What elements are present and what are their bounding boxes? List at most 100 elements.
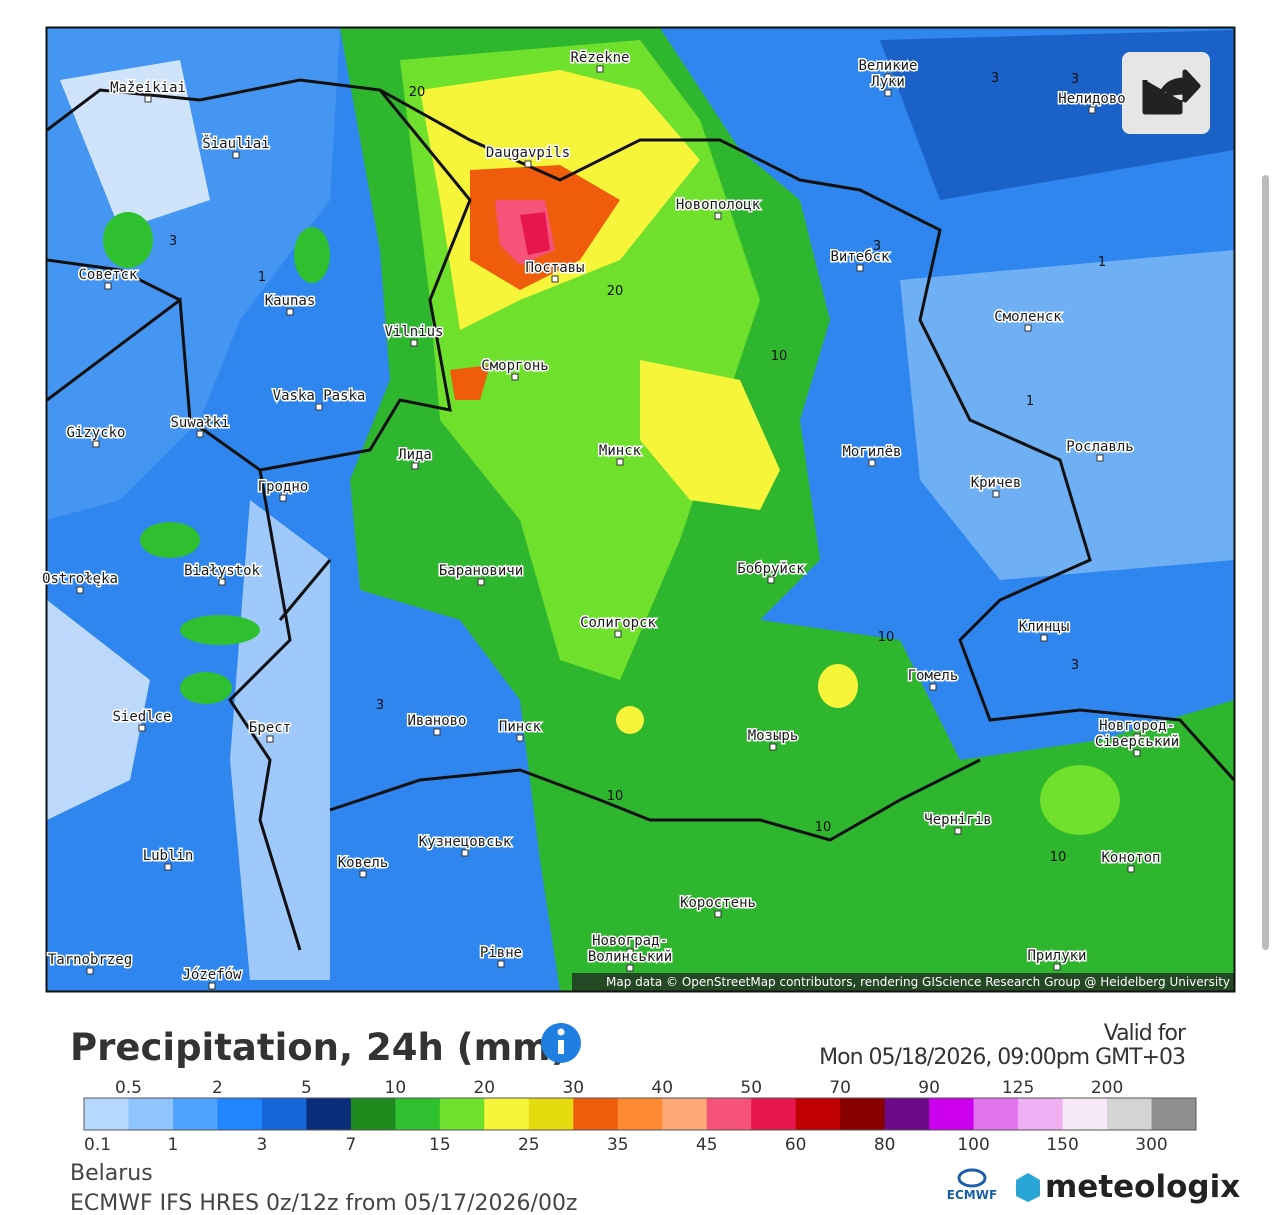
scale-box [128, 1098, 174, 1130]
place-label: Иваново [407, 713, 466, 729]
place-label: Сіверський [1095, 734, 1179, 750]
place-label: Прилуки [1027, 948, 1086, 964]
place-label: Брест [249, 720, 291, 736]
place-marker [524, 160, 532, 168]
place-label: Гродно [258, 479, 309, 495]
scale-label: 0.1 [84, 1135, 111, 1155]
place-label: Волинський [588, 949, 672, 965]
place-label: Daugavpils [486, 145, 570, 161]
place-marker [954, 827, 962, 835]
scale-label: 90 [918, 1078, 940, 1098]
place-marker [868, 459, 876, 467]
place-marker [286, 308, 294, 316]
place-marker [714, 910, 722, 918]
info-button[interactable] [541, 1023, 581, 1063]
contour-label: 1 [1026, 394, 1034, 409]
scale-label: 1 [168, 1135, 179, 1155]
model: ECMWF IFS HRES 0z/12z from 05/17/2026/00… [70, 1191, 577, 1215]
scale-label: 45 [696, 1135, 718, 1155]
place-marker [551, 275, 559, 283]
place-label: Siedlce [112, 709, 171, 725]
place-marker [218, 578, 226, 586]
scale-label: 300 [1135, 1135, 1167, 1155]
place-marker [884, 89, 892, 97]
scale-label: 20 [473, 1078, 495, 1098]
place-marker [992, 490, 1000, 498]
scale-label: 3 [257, 1135, 268, 1155]
contour-label: 10 [878, 630, 895, 645]
scale-box [261, 1098, 307, 1130]
place-marker [359, 870, 367, 878]
place-label: Šiauliai [202, 134, 269, 152]
scale-box [973, 1098, 1019, 1130]
scale-label: 7 [345, 1135, 356, 1155]
scale-label: 200 [1091, 1078, 1123, 1098]
valid-label: Valid for [1104, 1021, 1187, 1046]
place-label: Mažeikiai [110, 80, 186, 96]
contour-label: 3 [169, 234, 177, 249]
place-marker [1133, 749, 1141, 757]
scale-box [395, 1098, 441, 1130]
place-label: Кричев [971, 475, 1022, 491]
contour-label: 3 [376, 698, 384, 713]
scale-box [840, 1098, 886, 1130]
scale-box [751, 1098, 797, 1130]
scale-label: 0.5 [115, 1078, 142, 1098]
attribution: Map data © OpenStreetMap contributors, r… [606, 975, 1230, 989]
place-label: Лида [398, 447, 432, 463]
scale-box [795, 1098, 841, 1130]
brand-text: meteologix [1045, 1169, 1240, 1205]
contour-labels: 20 20 10 10 10 10 10 3 3 3 3 1 1 1 3 3 [169, 71, 1106, 865]
place-label: Бобруйск [737, 561, 805, 577]
place-marker [714, 212, 722, 220]
scale-box [1018, 1098, 1064, 1130]
place-marker [196, 430, 204, 438]
place-label: Солигорск [580, 615, 656, 631]
place-marker [626, 964, 634, 972]
place-label: Пинск [499, 719, 542, 735]
contour-label: 20 [607, 284, 624, 299]
scale-label: 15 [429, 1135, 451, 1155]
scale-label: 150 [1046, 1135, 1078, 1155]
place-marker [616, 458, 624, 466]
ecmwf-text: ECMWF [947, 1188, 997, 1202]
scrollbar[interactable] [1262, 175, 1269, 950]
place-label: Ковель [338, 855, 389, 871]
place-label: Нелидово [1058, 91, 1125, 107]
place-marker [410, 339, 418, 347]
place-marker [1133, 733, 1141, 741]
place-label: Барановичи [439, 563, 523, 579]
place-label: Клинцы [1019, 619, 1070, 635]
scale-box [884, 1098, 930, 1130]
share-button[interactable] [1122, 52, 1210, 134]
place-marker [315, 403, 323, 411]
place-label: Tarnobrzeg [48, 952, 132, 968]
place-marker [626, 948, 634, 956]
place-marker [411, 462, 419, 470]
place-marker [164, 863, 172, 871]
place-marker [596, 65, 604, 73]
scale-box [1107, 1098, 1153, 1130]
place-marker [477, 578, 485, 586]
place-label: Могилёв [842, 444, 901, 460]
scale-label: 100 [957, 1135, 989, 1155]
place-label: Рівне [480, 945, 522, 961]
contour-label: 10 [1050, 850, 1067, 865]
place-marker [86, 967, 94, 975]
place-label: Rēzekne [570, 50, 629, 66]
scale-label: 125 [1002, 1078, 1034, 1098]
place-label: Józefów [182, 967, 242, 983]
place-marker [76, 586, 84, 594]
scale-box [350, 1098, 396, 1130]
place-label: Рославль [1066, 439, 1133, 455]
scale-box [217, 1098, 263, 1130]
scale-box [706, 1098, 752, 1130]
place-marker [433, 728, 441, 736]
place-marker [497, 960, 505, 968]
contour-label: 3 [991, 71, 999, 86]
contour-label: 1 [258, 270, 266, 285]
legend-title: Precipitation, 24h (mm) [70, 1026, 568, 1069]
ecmwf-logo: ECMWF [947, 1168, 997, 1202]
